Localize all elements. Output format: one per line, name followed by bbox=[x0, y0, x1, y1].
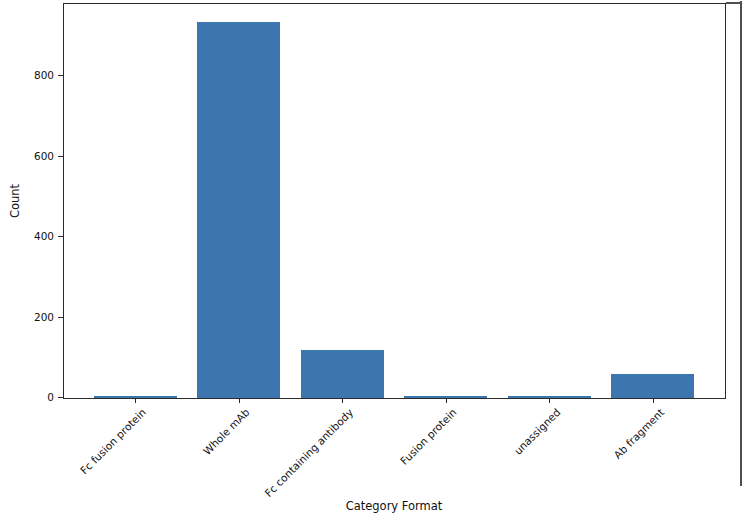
y-tick-mark bbox=[58, 75, 63, 76]
x-axis-label: Category Format bbox=[346, 499, 443, 513]
y-tick-mark bbox=[58, 317, 63, 318]
x-tick-mark bbox=[549, 399, 550, 403]
y-tick-mark bbox=[58, 236, 63, 237]
x-tick-label: Fc fusion protein bbox=[78, 406, 148, 476]
image-right-border-line bbox=[740, 1, 742, 486]
x-tick-mark bbox=[446, 399, 447, 403]
x-tick-mark bbox=[342, 399, 343, 403]
x-tick-label: Whole mAb bbox=[201, 406, 252, 457]
y-tick-label: 0 bbox=[0, 390, 54, 404]
x-tick-label: Fc containing antibody bbox=[262, 406, 355, 499]
x-tick-mark bbox=[135, 399, 136, 403]
y-axis-label: Count bbox=[8, 184, 22, 218]
y-tick-label: 600 bbox=[0, 149, 54, 163]
y-tick-label: 200 bbox=[0, 310, 54, 324]
y-tick-label: 400 bbox=[0, 229, 54, 243]
x-tick-label: unassigned bbox=[512, 406, 563, 457]
plot-area bbox=[63, 3, 726, 399]
y-tick-label: 800 bbox=[0, 68, 54, 82]
x-tick-label: Fusion protein bbox=[398, 406, 459, 467]
x-tick-mark bbox=[239, 399, 240, 403]
y-tick-mark bbox=[58, 397, 63, 398]
y-tick-mark bbox=[58, 156, 63, 157]
image-top-border-line bbox=[726, 2, 742, 4]
x-tick-label: Ab fragment bbox=[611, 406, 666, 461]
x-tick-mark bbox=[653, 399, 654, 403]
bar-chart-figure: 0 200 400 600 800 Fc fusion protein Whole mAb… bbox=[0, 0, 744, 531]
